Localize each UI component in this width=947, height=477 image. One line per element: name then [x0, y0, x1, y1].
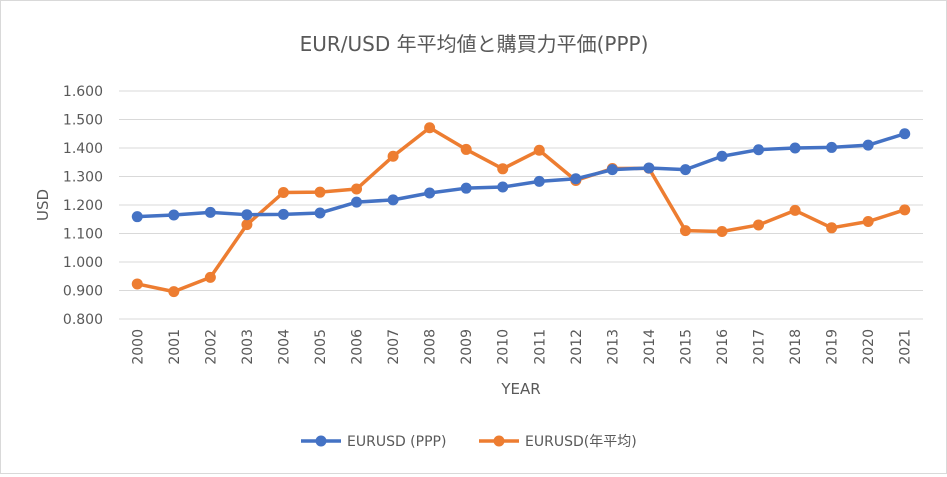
legend-marker: [315, 435, 327, 447]
x-tick-label: 2021: [898, 329, 914, 365]
data-point: [899, 128, 911, 140]
x-tick-label: 2009: [459, 329, 475, 365]
data-point: [241, 219, 253, 231]
y-axis-title: USD: [34, 189, 52, 221]
legend-label: EURUSD (PPP): [347, 434, 446, 450]
x-tick-label: 2015: [678, 329, 694, 365]
data-point: [899, 204, 911, 216]
x-tick-label: 2001: [167, 329, 183, 365]
chart-title: EUR/USD 年平均値と購買力平価(PPP): [300, 32, 649, 56]
y-tick-label: 1.100: [63, 227, 103, 243]
legend-marker: [493, 435, 505, 447]
y-tick-label: 1.400: [63, 141, 103, 157]
data-point: [131, 211, 143, 223]
legend-item: EURUSD(年平均): [479, 434, 637, 450]
x-tick-label: 2005: [313, 329, 329, 365]
x-tick-labels: 2000 2001 2002 2003 2004 2005 2006 2007 2008 2009…: [130, 329, 913, 365]
series-line: [136, 126, 906, 294]
data-point: [204, 271, 216, 283]
x-tick-label: 2014: [642, 329, 658, 365]
data-point: [277, 208, 289, 220]
data-point: [460, 182, 472, 194]
series-ppp: [131, 128, 911, 223]
x-tick-label: 2011: [532, 329, 548, 365]
legend-label: EURUSD(年平均): [525, 434, 637, 450]
x-tick-label: 2008: [423, 329, 439, 365]
data-point: [789, 142, 801, 154]
data-point: [862, 216, 874, 228]
data-point: [314, 207, 326, 219]
data-point: [424, 122, 436, 134]
x-tick-label: 2013: [605, 329, 621, 365]
data-point: [826, 141, 838, 153]
data-point: [277, 186, 289, 198]
data-point: [533, 144, 545, 156]
x-tick-label: 2017: [752, 329, 768, 365]
x-tick-label: 2019: [825, 329, 841, 365]
data-point: [241, 209, 253, 221]
x-tick-label: 2006: [350, 329, 366, 365]
legend-item: EURUSD (PPP): [301, 434, 446, 450]
data-point: [387, 150, 399, 162]
data-point: [679, 225, 691, 237]
data-point: [789, 204, 801, 216]
gridlines: [119, 90, 923, 320]
data-point: [168, 209, 180, 221]
y-tick-label: 1.000: [63, 255, 103, 271]
y-tick-label: 1.600: [63, 84, 103, 100]
series-line: [137, 132, 906, 219]
y-tick-label: 1.500: [63, 113, 103, 129]
data-point: [533, 175, 545, 187]
data-point: [862, 139, 874, 151]
legend: EURUSD (PPP) EURUSD(年平均): [301, 434, 637, 450]
data-point: [168, 286, 180, 298]
x-tick-label: 2016: [715, 329, 731, 365]
x-tick-label: 2018: [788, 329, 804, 365]
y-tick-labels: 0.800 0.900 1.000 1.100 1.200 1.300 1.400 1.500…: [63, 84, 103, 328]
x-tick-label: 2010: [496, 329, 512, 365]
y-tick-label: 0.900: [63, 284, 103, 300]
x-tick-label: 2004: [276, 329, 292, 365]
data-point: [716, 150, 728, 162]
data-point: [460, 143, 472, 155]
x-tick-label: 2020: [861, 329, 877, 365]
data-point: [497, 163, 509, 175]
data-point: [606, 164, 618, 176]
x-tick-label: 2000: [130, 329, 146, 365]
data-point: [497, 181, 509, 193]
data-point: [351, 183, 363, 195]
data-point: [424, 187, 436, 199]
x-tick-label: 2003: [240, 329, 256, 365]
y-tick-label: 1.300: [63, 170, 103, 186]
y-tick-label: 1.200: [63, 198, 103, 214]
data-point: [716, 226, 728, 238]
x-tick-label: 2012: [569, 329, 585, 365]
data-point: [351, 196, 363, 208]
data-point: [387, 194, 399, 206]
data-point: [204, 206, 216, 218]
data-point: [753, 144, 765, 156]
data-point: [643, 162, 655, 174]
data-point: [131, 278, 143, 290]
data-point: [570, 173, 582, 185]
x-tick-label: 2007: [386, 329, 402, 365]
data-point: [679, 164, 691, 176]
data-point: [314, 186, 326, 198]
series-annual-average: [131, 122, 911, 298]
y-tick-label: 0.800: [63, 312, 103, 328]
series-group: [131, 122, 911, 298]
data-point: [753, 219, 765, 231]
data-point: [826, 222, 838, 234]
x-axis-title: YEAR: [500, 380, 540, 398]
x-tick-label: 2002: [203, 329, 219, 365]
